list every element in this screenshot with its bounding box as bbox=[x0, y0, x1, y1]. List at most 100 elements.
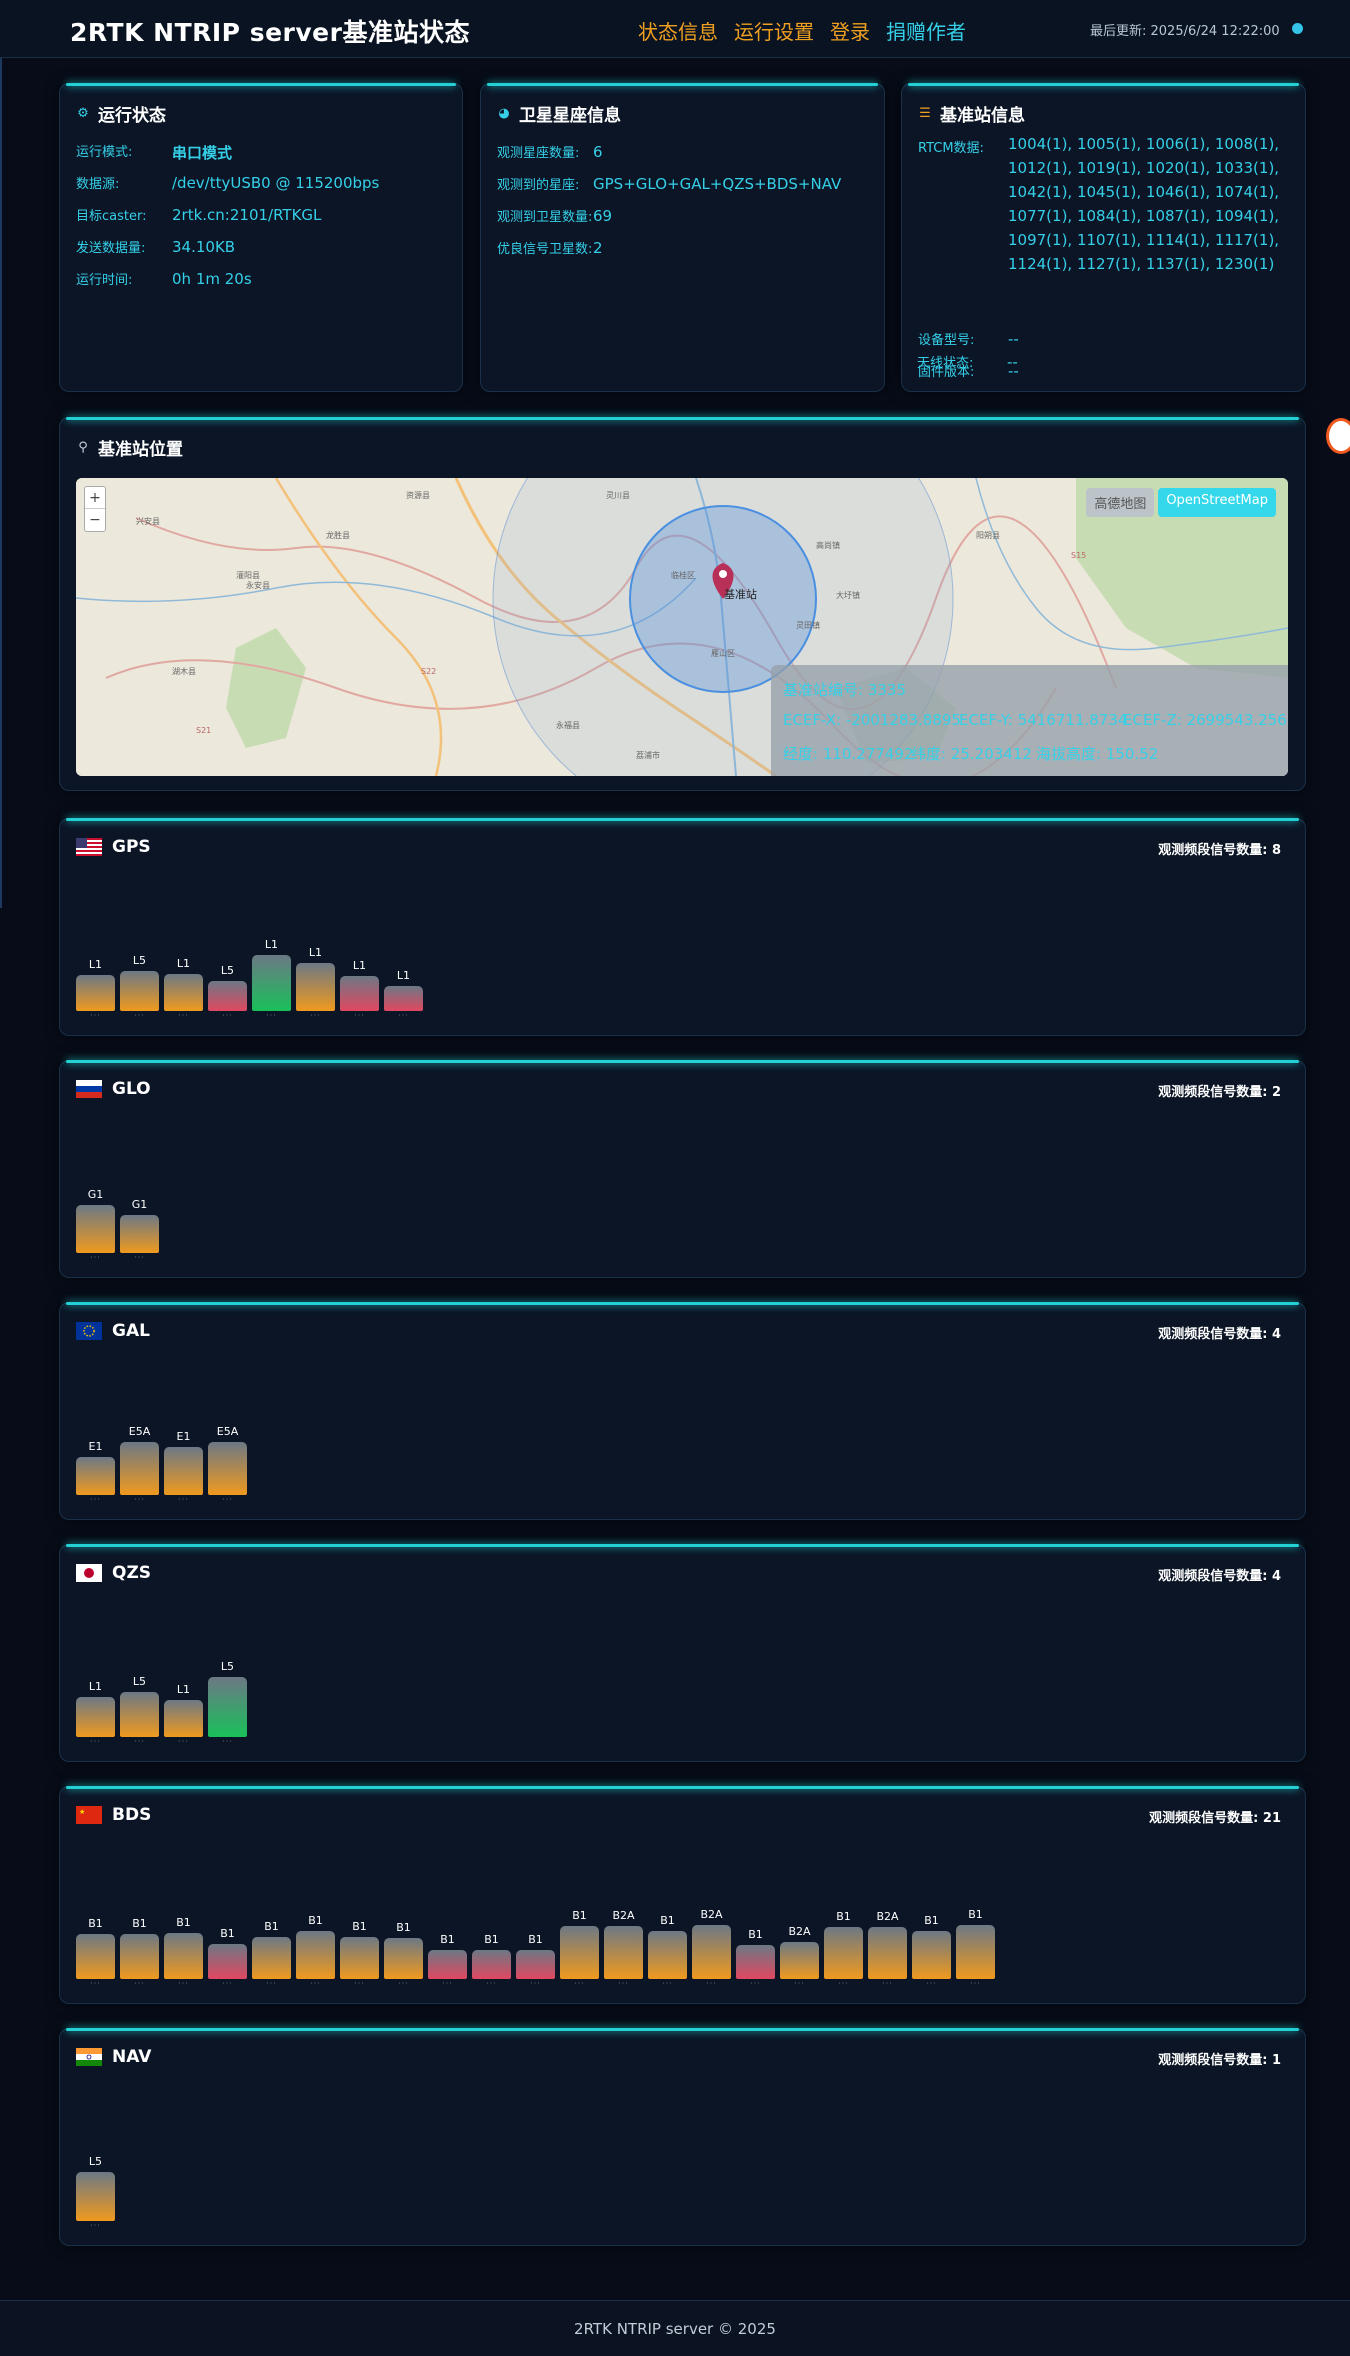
gnss-card-gps: GPS 观测频段信号数量: 8 L1 ··· L5 ··· L1 ··· L5 ··· L1 ··… bbox=[59, 818, 1306, 1036]
run-status-title: ⚙ 运行状态 bbox=[76, 101, 166, 126]
zoom-out-button[interactable]: − bbox=[89, 512, 101, 528]
last-update: 最后更新: 2025/6/24 12:22:00 bbox=[1090, 24, 1280, 39]
signal-bar[interactable]: L5 ··· bbox=[208, 964, 247, 1020]
position-title: ⚲ 基准站位置 bbox=[76, 435, 183, 460]
sat-id-placeholder: ··· bbox=[310, 1979, 321, 1988]
signal-bar[interactable]: L1 ··· bbox=[164, 1683, 203, 1746]
signal-bar[interactable]: L5 ··· bbox=[76, 2155, 115, 2230]
station-map[interactable]: 兴安县 灵川县 临桂区 阳朔县 永福县 恭城县 灌阳县 龙胜县 资源县 荔浦市 … bbox=[76, 478, 1288, 776]
signal-bar[interactable]: B1 ··· bbox=[384, 1921, 423, 1988]
band-label: L1 bbox=[88, 1680, 103, 1693]
signal-bar[interactable]: B1 ··· bbox=[472, 1933, 511, 1988]
sat-id-placeholder: ··· bbox=[530, 1979, 541, 1988]
svg-text:阳朔县: 阳朔县 bbox=[976, 530, 1000, 540]
signal-bar[interactable]: B1 ··· bbox=[956, 1908, 995, 1988]
signal-bar[interactable]: B1 ··· bbox=[824, 1910, 863, 1988]
constellation-card: ◕ 卫星星座信息 观测星座数量: 6 观测到的星座: GPS+GLO+GAL+QZS… bbox=[480, 83, 885, 392]
signal-bar[interactable]: L1 ··· bbox=[296, 946, 335, 1020]
signal-bar[interactable]: B1 ··· bbox=[120, 1917, 159, 1988]
gnss-name: GAL bbox=[112, 1321, 150, 1341]
signal-bar[interactable]: B1 ··· bbox=[516, 1933, 555, 1988]
signal-bar[interactable]: B1 ··· bbox=[340, 1920, 379, 1988]
gnss-title: NAV bbox=[76, 2047, 151, 2067]
signal-bar[interactable]: L1 ··· bbox=[164, 957, 203, 1020]
nav-donate[interactable]: 捐赠作者 bbox=[886, 20, 966, 44]
signal-bar[interactable]: L5 ··· bbox=[120, 1675, 159, 1746]
band-label: E5A bbox=[128, 1425, 151, 1438]
signal-bar[interactable]: B1 ··· bbox=[560, 1909, 599, 1988]
svg-text:S22: S22 bbox=[421, 667, 436, 676]
signal-bar[interactable]: B2A ··· bbox=[692, 1908, 731, 1988]
signal-bar[interactable]: L1 ··· bbox=[76, 1680, 115, 1746]
signal-bar[interactable]: G1 ··· bbox=[120, 1198, 159, 1262]
nav-status[interactable]: 状态信息 bbox=[638, 20, 718, 44]
nav-login[interactable]: 登录 bbox=[830, 20, 870, 44]
sat-id-placeholder: ··· bbox=[706, 1979, 717, 1988]
band-label: B1 bbox=[132, 1917, 147, 1930]
signal-bar[interactable]: L1 ··· bbox=[340, 959, 379, 1020]
signal-bar[interactable]: E5A ··· bbox=[120, 1425, 159, 1504]
signal-bars: B1 ··· B1 ··· B1 ··· B1 ··· B1 ··· B1 ··· B1 ··· B1 ···… bbox=[76, 1908, 995, 1988]
sat-id-placeholder: ··· bbox=[222, 1979, 233, 1988]
svg-text:龙胜县: 龙胜县 bbox=[326, 530, 350, 540]
signal-bar[interactable]: L1 ··· bbox=[384, 969, 423, 1020]
float-badge-icon[interactable] bbox=[1326, 418, 1350, 454]
kv-value: -- bbox=[1008, 362, 1019, 380]
band-label: E1 bbox=[176, 1430, 191, 1443]
signal-bar[interactable]: E5A ··· bbox=[208, 1425, 247, 1504]
signal-bar[interactable]: G1 ··· bbox=[76, 1188, 115, 1262]
gnss-card-gal: GAL 观测频段信号数量: 4 E1 ··· E5A ··· E1 ··· E5A ··· bbox=[59, 1302, 1306, 1520]
signal-bar[interactable]: L5 ··· bbox=[120, 954, 159, 1020]
sat-id-placeholder: ··· bbox=[838, 1979, 849, 1988]
band-label: B2A bbox=[876, 1910, 899, 1923]
signal-bar[interactable]: B1 ··· bbox=[76, 1917, 115, 1988]
in-flag-icon bbox=[76, 2048, 102, 2066]
sat-id-placeholder: ··· bbox=[750, 1979, 761, 1988]
signal-bar[interactable]: L1 ··· bbox=[252, 938, 291, 1020]
nav-settings[interactable]: 运行设置 bbox=[734, 20, 814, 44]
band-label: G1 bbox=[131, 1198, 148, 1211]
signal-bar[interactable]: L5 ··· bbox=[208, 1660, 247, 1746]
station-info-overlay: 基准站编号: 3335 ECEF-X: -2001283.8895 ECEF-Y… bbox=[771, 665, 1288, 776]
band-label: B1 bbox=[572, 1909, 587, 1922]
svg-text:荔浦市: 荔浦市 bbox=[636, 750, 660, 760]
top-header: 2RTK NTRIP server基准站状态 状态信息 运行设置 登录 捐赠作者… bbox=[0, 0, 1350, 58]
signal-bar[interactable]: B1 ··· bbox=[736, 1928, 775, 1988]
svg-text:灵川县: 灵川县 bbox=[606, 491, 630, 500]
signal-count-label: 观测频段信号数量: bbox=[1158, 843, 1268, 858]
signal-bar[interactable]: B1 ··· bbox=[648, 1914, 687, 1988]
signal-bar[interactable]: B2A ··· bbox=[868, 1910, 907, 1988]
signal-bar[interactable]: B1 ··· bbox=[296, 1914, 335, 1988]
signal-count-label: 观测频段信号数量: bbox=[1149, 1811, 1259, 1826]
gnss-card-nav: NAV 观测频段信号数量: 1 L5 ··· bbox=[59, 2028, 1306, 2246]
band-label: L5 bbox=[88, 2155, 103, 2168]
signal-bars: E1 ··· E5A ··· E1 ··· E5A ··· bbox=[76, 1425, 247, 1504]
kv-label: 设备型号: bbox=[918, 333, 975, 348]
zoom-in-button[interactable]: + bbox=[85, 487, 105, 509]
signal-bars: G1 ··· G1 ··· bbox=[76, 1188, 159, 1262]
svg-text:雁山区: 雁山区 bbox=[711, 648, 735, 658]
run-status-card: ⚙ 运行状态 运行模式: 串口模式 数据源: /dev/ttyUSB0 @ 1152… bbox=[59, 83, 463, 392]
signal-bar[interactable]: B1 ··· bbox=[912, 1914, 951, 1988]
band-label: B1 bbox=[352, 1920, 367, 1933]
signal-bar[interactable]: E1 ··· bbox=[164, 1430, 203, 1504]
osm-button[interactable]: OpenStreetMap bbox=[1158, 488, 1276, 517]
kv-value: -- bbox=[1008, 330, 1019, 348]
amap-button[interactable]: 高德地图 bbox=[1086, 488, 1155, 517]
signal-bar[interactable]: B1 ··· bbox=[252, 1920, 291, 1988]
signal-bar[interactable]: B1 ··· bbox=[428, 1933, 467, 1988]
kv-value: 6 bbox=[593, 143, 603, 161]
signal-bar[interactable]: B2A ··· bbox=[604, 1909, 643, 1988]
sat-id-placeholder: ··· bbox=[486, 1979, 497, 1988]
signal-bar[interactable]: B1 ··· bbox=[208, 1927, 247, 1988]
sat-id-placeholder: ··· bbox=[266, 1979, 277, 1988]
signal-bar[interactable]: L1 ··· bbox=[76, 958, 115, 1020]
sat-id-placeholder: ··· bbox=[926, 1979, 937, 1988]
signal-bar[interactable]: B2A ··· bbox=[780, 1925, 819, 1988]
signal-bar[interactable]: B1 ··· bbox=[164, 1916, 203, 1988]
band-label: B1 bbox=[176, 1916, 191, 1929]
signal-bar[interactable]: E1 ··· bbox=[76, 1440, 115, 1504]
longitude: 经度: 110.277492 bbox=[783, 745, 914, 763]
gnss-card-bds: ★ BDS 观测频段信号数量: 21 B1 ··· B1 ··· B1 ··· B1 ··· B… bbox=[59, 1786, 1306, 2004]
sat-id-placeholder: ··· bbox=[398, 1979, 409, 1988]
